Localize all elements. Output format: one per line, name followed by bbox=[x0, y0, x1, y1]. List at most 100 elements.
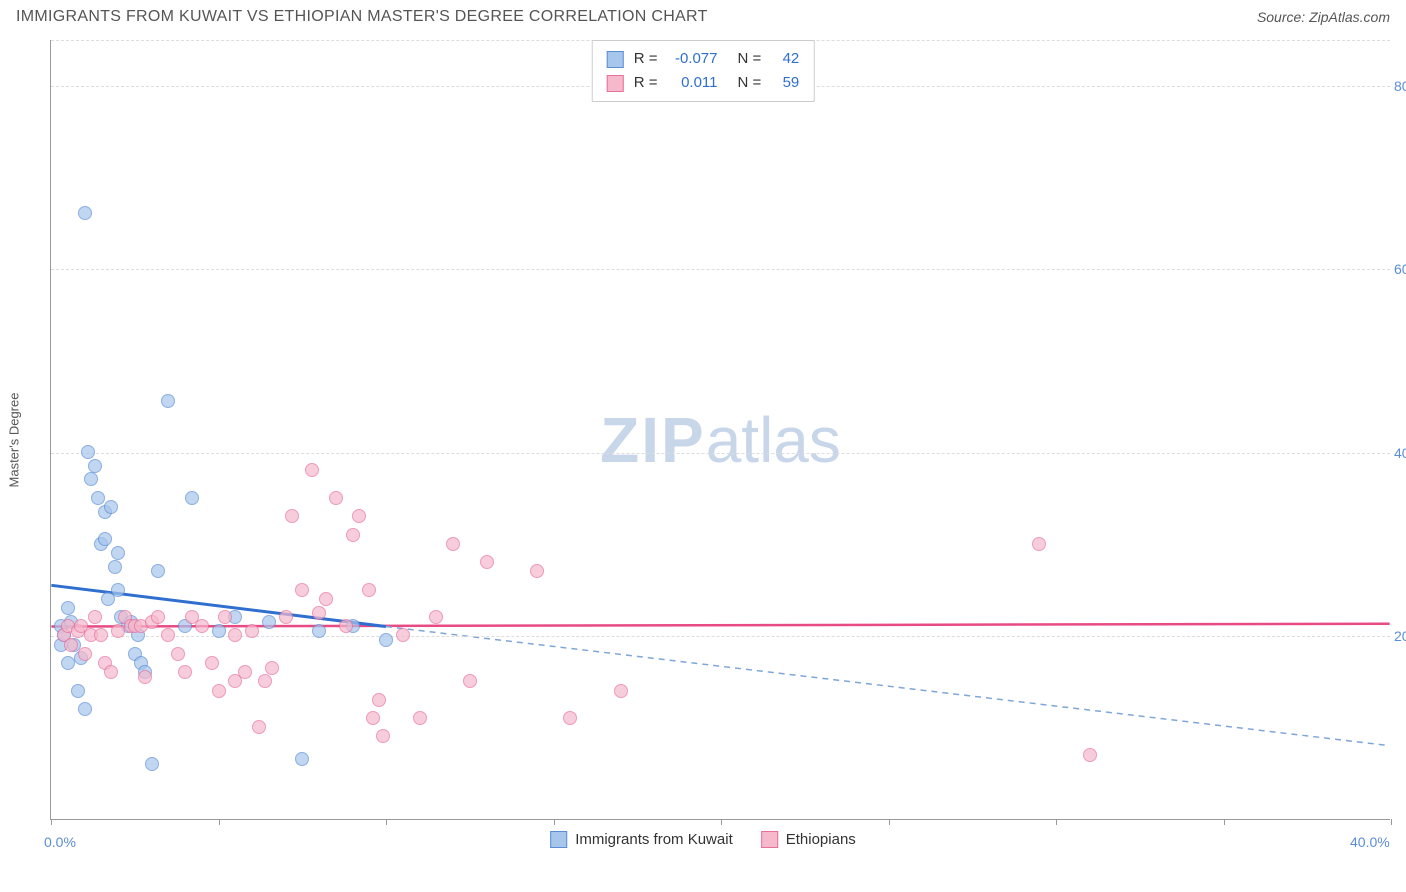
x-tick bbox=[554, 819, 555, 825]
watermark-atlas: atlas bbox=[706, 404, 841, 476]
scatter-point bbox=[362, 583, 376, 597]
stats-row: R =-0.077N =42 bbox=[607, 47, 800, 71]
chart-container: Master's Degree ZIPatlas 20.0%40.0%60.0%… bbox=[0, 30, 1406, 850]
scatter-point bbox=[329, 491, 343, 505]
scatter-point bbox=[352, 509, 366, 523]
scatter-point bbox=[295, 583, 309, 597]
scatter-point bbox=[151, 564, 165, 578]
scatter-point bbox=[372, 693, 386, 707]
source-label: Source: bbox=[1257, 9, 1305, 25]
scatter-point bbox=[61, 601, 75, 615]
stat-r-label: R = bbox=[634, 71, 658, 95]
grid-line bbox=[51, 453, 1390, 454]
legend-swatch bbox=[607, 75, 624, 92]
scatter-point bbox=[178, 665, 192, 679]
scatter-point bbox=[61, 656, 75, 670]
watermark: ZIPatlas bbox=[600, 403, 841, 477]
scatter-point bbox=[84, 472, 98, 486]
scatter-point bbox=[138, 670, 152, 684]
scatter-point bbox=[530, 564, 544, 578]
plot-area: ZIPatlas 20.0%40.0%60.0%80.0% bbox=[50, 40, 1390, 820]
scatter-point bbox=[185, 491, 199, 505]
x-tick-label: 0.0% bbox=[44, 834, 76, 850]
scatter-point bbox=[228, 628, 242, 642]
scatter-point bbox=[396, 628, 410, 642]
scatter-point bbox=[81, 445, 95, 459]
chart-title: IMMIGRANTS FROM KUWAIT VS ETHIOPIAN MAST… bbox=[16, 8, 708, 26]
scatter-point bbox=[339, 619, 353, 633]
stat-r-label: R = bbox=[634, 47, 658, 71]
scatter-point bbox=[265, 661, 279, 675]
x-tick bbox=[889, 819, 890, 825]
scatter-point bbox=[262, 615, 276, 629]
legend-swatch bbox=[607, 51, 624, 68]
scatter-point bbox=[379, 633, 393, 647]
scatter-point bbox=[563, 711, 577, 725]
y-tick-label: 40.0% bbox=[1394, 445, 1406, 461]
x-tick bbox=[386, 819, 387, 825]
scatter-point bbox=[98, 532, 112, 546]
stat-r-value: -0.077 bbox=[668, 47, 718, 71]
scatter-point bbox=[446, 537, 460, 551]
bottom-legend: Immigrants from Kuwait Ethiopians bbox=[550, 831, 856, 848]
scatter-point bbox=[161, 628, 175, 642]
scatter-point bbox=[312, 624, 326, 638]
legend-swatch bbox=[550, 831, 567, 848]
scatter-point bbox=[312, 606, 326, 620]
scatter-point bbox=[78, 702, 92, 716]
legend-label: Immigrants from Kuwait bbox=[575, 831, 733, 848]
scatter-point bbox=[101, 592, 115, 606]
scatter-point bbox=[111, 546, 125, 560]
stats-row: R =0.011N =59 bbox=[607, 71, 800, 95]
scatter-point bbox=[205, 656, 219, 670]
legend-item: Immigrants from Kuwait bbox=[550, 831, 733, 848]
watermark-zip: ZIP bbox=[600, 404, 706, 476]
scatter-point bbox=[258, 674, 272, 688]
scatter-point bbox=[238, 665, 252, 679]
x-tick bbox=[1391, 819, 1392, 825]
y-axis-label: Master's Degree bbox=[7, 393, 22, 488]
y-tick-label: 60.0% bbox=[1394, 261, 1406, 277]
x-tick bbox=[219, 819, 220, 825]
scatter-point bbox=[108, 560, 122, 574]
scatter-point bbox=[94, 628, 108, 642]
trend-line bbox=[386, 627, 1390, 746]
scatter-point bbox=[91, 491, 105, 505]
scatter-point bbox=[64, 638, 78, 652]
scatter-point bbox=[614, 684, 628, 698]
stats-legend: R =-0.077N =42R =0.011N =59 bbox=[592, 40, 815, 102]
scatter-point bbox=[463, 674, 477, 688]
y-tick-label: 20.0% bbox=[1394, 628, 1406, 644]
scatter-point bbox=[88, 459, 102, 473]
scatter-point bbox=[429, 610, 443, 624]
stat-n-label: N = bbox=[738, 47, 762, 71]
source-attr: Source: ZipAtlas.com bbox=[1257, 9, 1390, 25]
scatter-point bbox=[78, 206, 92, 220]
scatter-point bbox=[78, 647, 92, 661]
scatter-point bbox=[366, 711, 380, 725]
scatter-point bbox=[413, 711, 427, 725]
x-tick bbox=[1056, 819, 1057, 825]
scatter-point bbox=[104, 665, 118, 679]
scatter-point bbox=[346, 528, 360, 542]
scatter-point bbox=[212, 624, 226, 638]
scatter-point bbox=[111, 624, 125, 638]
legend-item: Ethiopians bbox=[761, 831, 856, 848]
x-tick bbox=[721, 819, 722, 825]
stat-r-value: 0.011 bbox=[668, 71, 718, 95]
trend-lines bbox=[51, 40, 1390, 819]
scatter-point bbox=[279, 610, 293, 624]
x-tick bbox=[1224, 819, 1225, 825]
stat-n-label: N = bbox=[738, 71, 762, 95]
scatter-point bbox=[295, 752, 309, 766]
scatter-point bbox=[161, 394, 175, 408]
legend-label: Ethiopians bbox=[786, 831, 856, 848]
scatter-point bbox=[218, 610, 232, 624]
scatter-point bbox=[171, 647, 185, 661]
scatter-point bbox=[104, 500, 118, 514]
scatter-point bbox=[151, 610, 165, 624]
scatter-point bbox=[376, 729, 390, 743]
scatter-point bbox=[195, 619, 209, 633]
scatter-point bbox=[1083, 748, 1097, 762]
scatter-point bbox=[285, 509, 299, 523]
